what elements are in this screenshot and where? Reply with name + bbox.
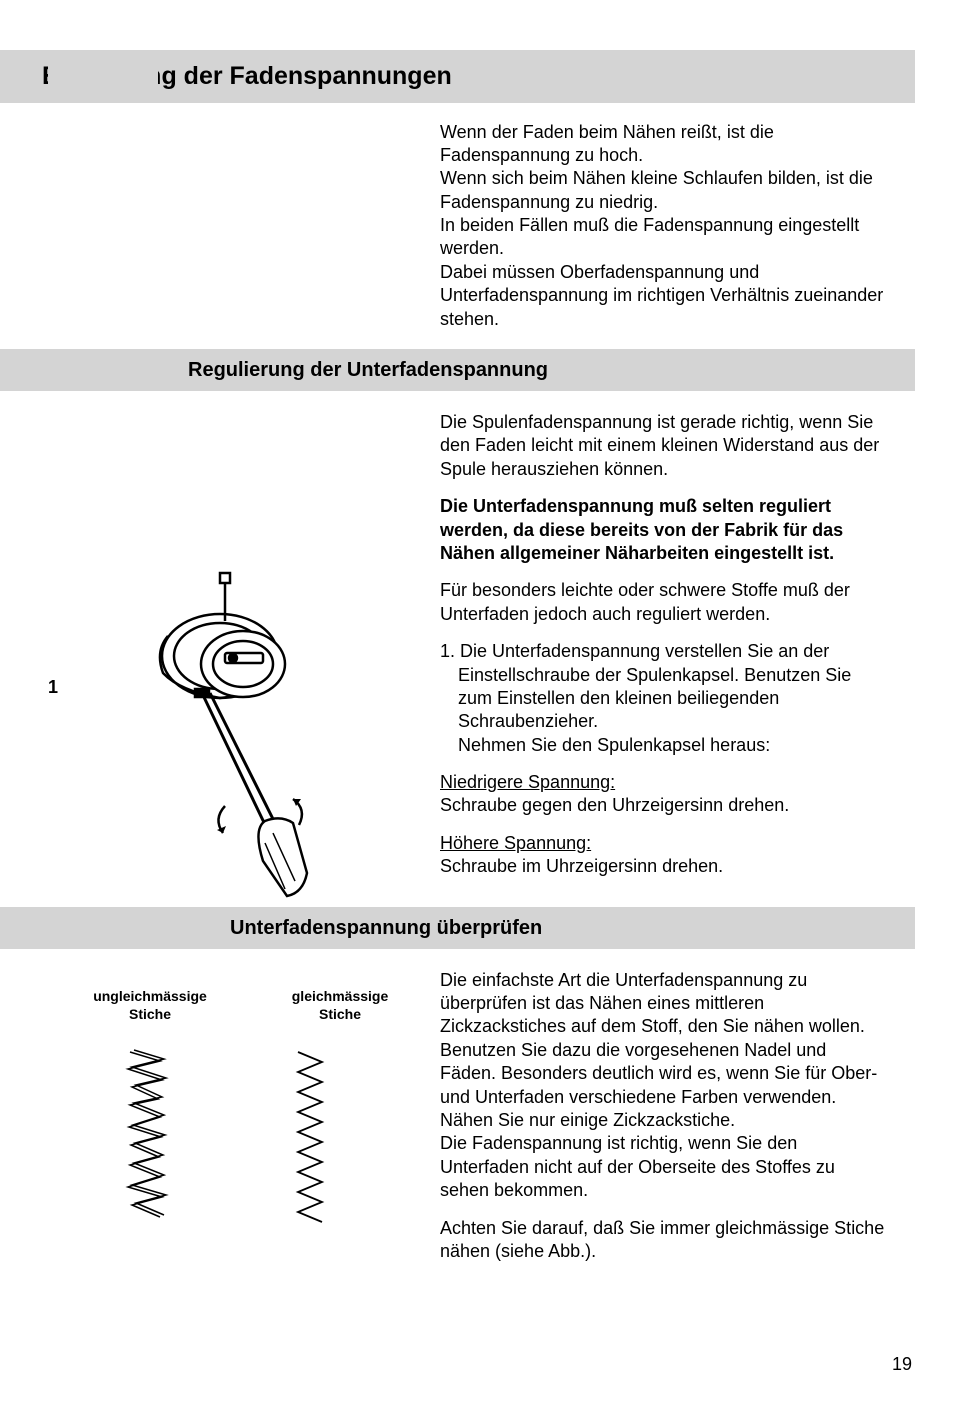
lower-tension-label: Niedrigere Spannung:	[440, 772, 615, 792]
section2-p1: Die einfachste Art die Unterfadenspannun…	[440, 969, 885, 1109]
section2-p2: Nähen Sie nur einige Zickzackstiche.	[440, 1109, 885, 1132]
section1-p2: Die Unterfadenspannung muß selten reguli…	[440, 495, 885, 565]
main-heading: Einstellung der Fadenspannungen	[42, 60, 915, 93]
section1-heading: Regulierung der Unterfadenspannung	[188, 357, 915, 383]
section1-body: 1	[0, 411, 960, 879]
section2-p3: Die Fadenspannung ist richtig, wenn Sie …	[440, 1132, 885, 1202]
section1-p3: Für besonders leichte oder schwere Stoff…	[440, 579, 885, 626]
section1-left: 1	[0, 411, 440, 879]
higher-tension-label: Höhere Spannung:	[440, 833, 591, 853]
section2-heading: Unterfadenspannung überprüfen	[230, 915, 915, 941]
intro-line: In beiden Fällen muß die Fadenspannung e…	[440, 214, 885, 261]
section2-heading-bar: Unterfadenspannung überprüfen	[0, 907, 915, 949]
bobbin-case-illustration	[125, 561, 365, 901]
stitch-illustrations	[120, 1047, 440, 1227]
section1-p4a: 1. Die Unterfadenspannung verstellen Sie…	[440, 640, 885, 734]
higher-tension-text: Schraube im Uhrzeigersinn drehen.	[440, 855, 885, 878]
section2-right: Die einfachste Art die Unterfadenspannun…	[440, 969, 885, 1278]
intro-line: Dabei müssen Oberfadenspannung und Unter…	[440, 261, 885, 331]
section1-p1: Die Spulenfadenspannung ist gerade richt…	[440, 411, 885, 481]
figure-label-1: 1	[48, 676, 58, 699]
uneven-stitch-label: ungleichmässige Stiche	[90, 987, 210, 1023]
intro-line: Wenn sich beim Nähen kleine Schlaufen bi…	[440, 167, 885, 214]
section2-p4: Achten Sie darauf, daß Sie immer gleichm…	[440, 1217, 885, 1264]
even-stitch-icon	[290, 1047, 330, 1227]
even-stitch-label: gleichmässige Stiche	[280, 987, 400, 1023]
intro-line: Wenn der Faden beim Nähen reißt, ist die…	[440, 121, 885, 168]
section1-heading-bar: Regulierung der Unterfadenspannung	[0, 349, 915, 391]
uneven-stitch-icon	[120, 1047, 170, 1227]
lower-tension-text: Schraube gegen den Uhrzeigersinn drehen.	[440, 794, 885, 817]
section1-right: Die Spulenfadenspannung ist gerade richt…	[440, 411, 885, 879]
stitch-labels: ungleichmässige Stiche gleichmässige Sti…	[90, 987, 440, 1023]
section2-body: ungleichmässige Stiche gleichmässige Sti…	[0, 969, 960, 1278]
section2-left: ungleichmässige Stiche gleichmässige Sti…	[0, 969, 440, 1278]
intro-text: Wenn der Faden beim Nähen reißt, ist die…	[440, 121, 885, 332]
top-gray-tab	[48, 50, 158, 90]
section1-p4b: Nehmen Sie den Spulenkapsel heraus:	[440, 734, 885, 757]
page-number: 19	[892, 1353, 912, 1376]
